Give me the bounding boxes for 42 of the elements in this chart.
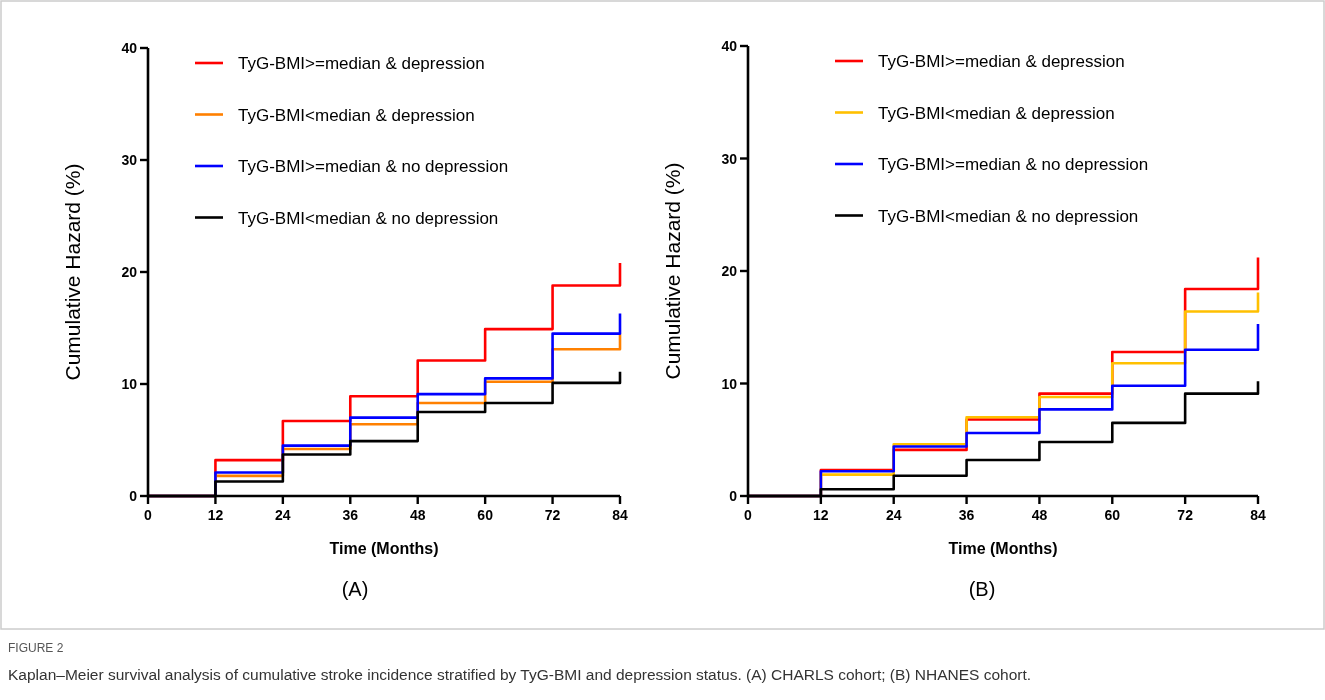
y-tick-label: 10	[121, 376, 138, 392]
caption: FIGURE 2	[8, 641, 64, 655]
y-tick-label: 20	[121, 264, 138, 280]
legend-label: TyG-BMI<median & no depression	[878, 206, 1139, 226]
x-tick-label: 72	[1177, 507, 1194, 523]
x-tick-label: 24	[275, 507, 291, 523]
legend-label: TyG-BMI<median & depression	[238, 105, 475, 125]
y-tick-label: 10	[721, 375, 738, 392]
x-tick-label: 0	[744, 507, 753, 523]
y-tick-label: 40	[121, 40, 138, 56]
text: Kaplan–Meier survival analysis of cumulative stroke incidence stratified by TyG-BMI and depression status. (A) CHARLS cohort; (B) NHANES cohort.	[8, 666, 1032, 683]
legend-label: TyG-BMI>=median & no depression	[238, 157, 509, 176]
legend-label: TyG-BMI<median & depression	[878, 103, 1115, 123]
y-tick-label: 0	[729, 488, 738, 504]
legend-label: TyG-BMI>=median & no depression	[878, 155, 1149, 174]
y-tick-label: 0	[129, 488, 138, 504]
y-tick-label: 30	[721, 150, 738, 167]
x-tick-label: 0	[144, 507, 153, 523]
text: (A)	[341, 578, 369, 600]
y-tick-label: 20	[721, 263, 738, 279]
x-tick-label: 72	[544, 507, 561, 523]
x-axis-title: Time (Months)	[948, 540, 1058, 557]
legend-label: TyG-BMI<median & no depression	[238, 208, 499, 228]
x-tick-label: 36	[342, 507, 359, 523]
x-tick-label: 12	[207, 507, 224, 523]
legend-label: TyG-BMI>=median & depression	[238, 54, 485, 73]
text: (B)	[968, 578, 996, 600]
x-tick-label: 60	[1104, 507, 1121, 523]
y-tick-label: 40	[721, 38, 738, 54]
x-tick-label: 24	[885, 507, 902, 523]
x-tick-label: 36	[958, 507, 975, 523]
x-tick-label: 48	[409, 507, 426, 523]
legend-label: TyG-BMI>=median & depression	[878, 52, 1125, 71]
x-tick-label: 84	[612, 507, 628, 523]
x-tick-label: 60	[477, 507, 494, 523]
y-axis-title: Cumulative Hazard (%)	[61, 163, 84, 381]
x-tick-label: 84	[1250, 507, 1266, 523]
y-axis-title: Cumulative Hazard (%)	[661, 162, 684, 380]
x-axis-title: Time (Months)	[329, 540, 439, 557]
x-tick-label: 48	[1031, 507, 1048, 523]
x-tick-label: 12	[813, 507, 829, 523]
y-tick-label: 30	[121, 152, 138, 168]
